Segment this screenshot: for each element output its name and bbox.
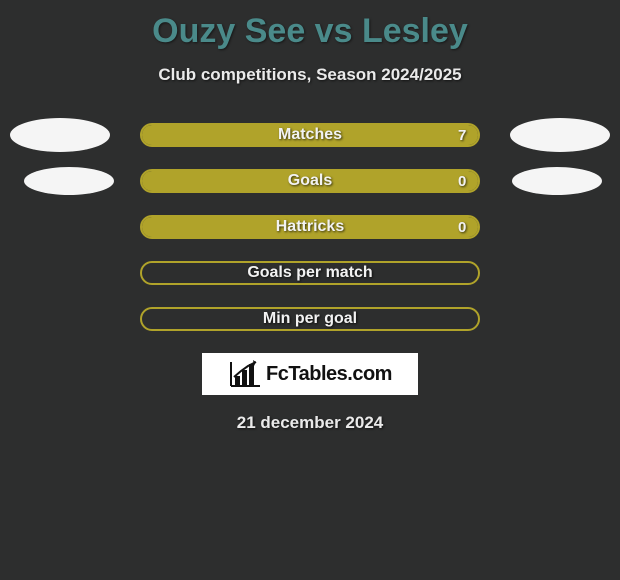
stat-value-right: 0 — [458, 169, 466, 193]
player-left-marker — [24, 167, 114, 195]
stat-bar-fill-right — [142, 125, 478, 145]
brand-logo-box: FcTables.com — [202, 353, 418, 395]
stat-label: Min per goal — [142, 309, 478, 329]
stat-value-right: 7 — [458, 123, 466, 147]
player-right-marker — [510, 118, 610, 152]
footer-date: 21 december 2024 — [0, 413, 620, 433]
page-subtitle: Club competitions, Season 2024/2025 — [0, 65, 620, 85]
stat-row: Hattricks0 — [0, 215, 620, 239]
stat-bar: Goals — [140, 169, 480, 193]
stat-bar-fill-right — [142, 171, 478, 191]
bar-chart-icon — [228, 360, 262, 388]
stats-container: Matches7Goals0Hattricks0Goals per matchM… — [0, 123, 620, 331]
stat-bar-fill-right — [142, 217, 478, 237]
stat-value-right: 0 — [458, 215, 466, 239]
page-title: Ouzy See vs Lesley — [0, 0, 620, 51]
stat-row: Min per goal — [0, 307, 620, 331]
stat-bar: Goals per match — [140, 261, 480, 285]
stat-bar: Hattricks — [140, 215, 480, 239]
brand-name: FcTables.com — [266, 363, 392, 386]
stat-label: Goals per match — [142, 263, 478, 283]
stat-row: Goals0 — [0, 169, 620, 193]
stat-bar: Matches — [140, 123, 480, 147]
player-right-marker — [512, 167, 602, 195]
stat-bar: Min per goal — [140, 307, 480, 331]
stat-row: Matches7 — [0, 123, 620, 147]
player-left-marker — [10, 118, 110, 152]
stat-row: Goals per match — [0, 261, 620, 285]
